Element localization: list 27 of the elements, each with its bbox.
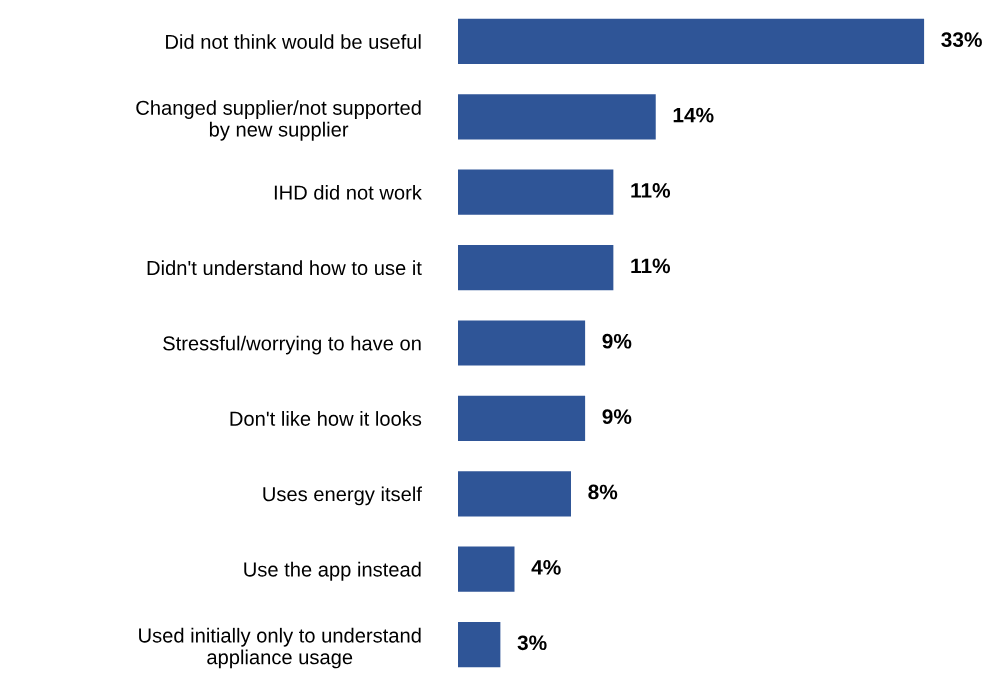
bar [458, 471, 571, 517]
data-label: 33% [941, 32, 982, 48]
y-tick-label: Changed supplier/not supported by new supplier [136, 100, 421, 141]
bar [458, 320, 586, 366]
bar [458, 94, 656, 140]
y-tick-label: Used initially only to understand appliance usage [139, 627, 421, 669]
data-label: 4% [531, 560, 561, 575]
data-label: 11% [631, 183, 671, 198]
y-tick-label: Use the app instead [244, 561, 421, 581]
y-tick-label: IHD did not work [274, 184, 422, 200]
bar [458, 621, 501, 668]
data-label: 11% [631, 258, 671, 274]
bar [458, 546, 515, 592]
y-tick-label: Don't like how it looks [230, 411, 422, 426]
y-tick-label: Didn't understand how to use it [147, 260, 422, 276]
bar [458, 169, 614, 215]
data-label: 8% [588, 484, 618, 500]
data-label: 9% [602, 333, 632, 349]
bar [458, 245, 614, 291]
data-label: 3% [517, 635, 547, 651]
bar [458, 18, 925, 65]
bar [458, 395, 586, 441]
y-tick-label: Uses energy itself [263, 486, 422, 506]
y-tick-label: Did not think would be useful [166, 34, 421, 49]
y-tick-label: Stressful/worrying to have on [163, 335, 421, 355]
data-label: 9% [602, 409, 632, 424]
data-label: 14% [673, 107, 714, 123]
